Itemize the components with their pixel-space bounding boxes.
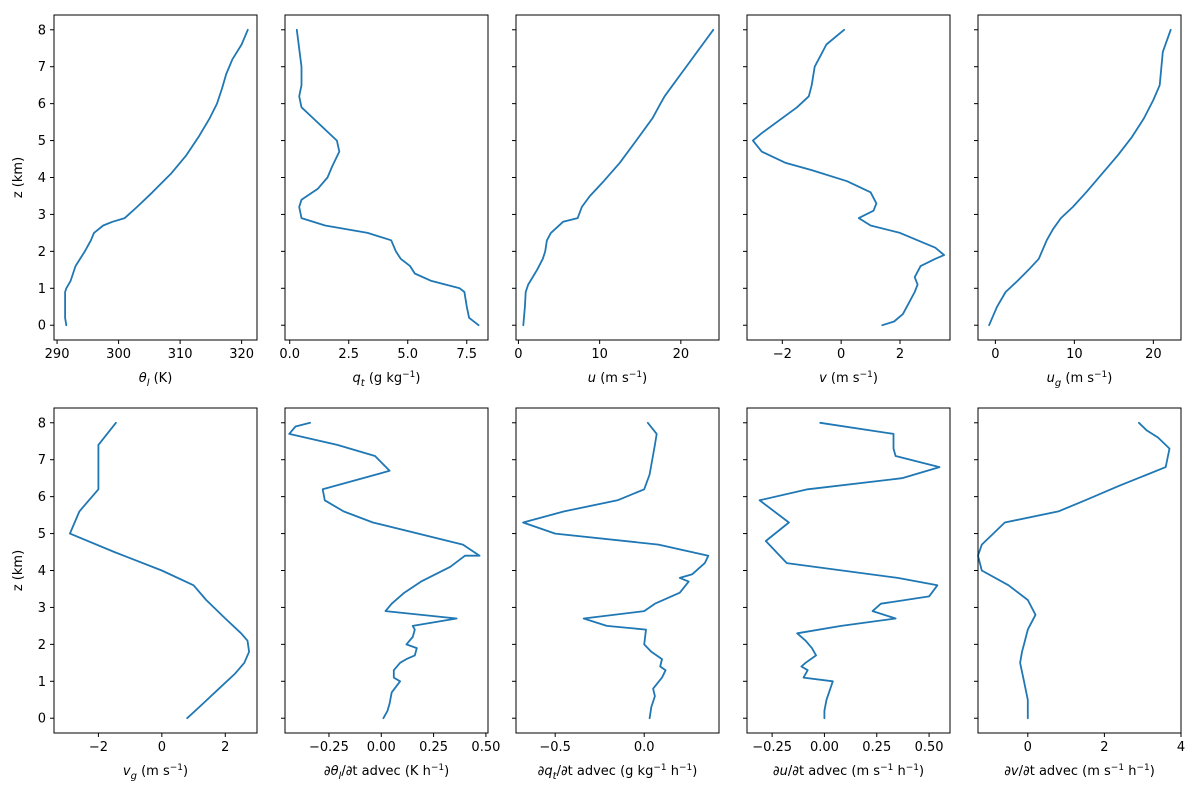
- x-tick-label: 0.0: [279, 347, 300, 362]
- x-tick-label: 0.50: [471, 740, 500, 755]
- x-axis-label: ∂v/∂t advec (m s−1 h−1): [1004, 763, 1155, 779]
- series-line: [69, 421, 251, 720]
- x-axis-label: u (m s−1): [588, 370, 647, 386]
- subplot-2: 0.0 2.5 5.0 7.5 qt (g kg−1): [279, 14, 489, 389]
- x-tick-label: −0.5: [539, 740, 571, 755]
- y-tick-label: 3: [38, 601, 46, 616]
- y-tick-label: 2: [38, 245, 46, 260]
- x-tick-label: 290: [45, 347, 70, 362]
- subplot-5: 0 10 20 ug (m s−1): [974, 14, 1182, 389]
- x-axis-label: v (m s−1): [819, 370, 878, 386]
- series-line: [758, 421, 941, 720]
- series-line: [295, 28, 480, 327]
- x-tick-label: 0.0: [634, 740, 655, 755]
- x-axis-label: qt (g kg−1): [353, 370, 421, 389]
- x-tick-label: −0.25: [309, 740, 349, 755]
- series-line: [977, 421, 1171, 720]
- y-tick-label: 0: [38, 712, 46, 727]
- x-tick-label: 0.50: [915, 740, 944, 755]
- x-tick-label: 2: [1100, 740, 1108, 755]
- series-line: [64, 28, 249, 327]
- y-axis-label: z (km): [11, 157, 26, 198]
- y-tick-label: 6: [38, 490, 46, 505]
- subplot-3: 0 10 20 u (m s−1): [512, 14, 720, 386]
- x-tick-label: 0.00: [810, 740, 839, 755]
- axes-frame: [977, 14, 1182, 341]
- x-tick-label: 310: [168, 347, 193, 362]
- axes-frame: [284, 407, 489, 734]
- x-tick-label: 5.0: [397, 347, 418, 362]
- y-tick-label: 5: [38, 527, 46, 542]
- subplot-9: −0.25 0.00 0.25 0.50 ∂u/∂t advec (m s−1 h−1): [743, 407, 951, 779]
- x-tick-label: 7.5: [456, 347, 477, 362]
- x-tick-label: −2: [89, 740, 108, 755]
- axes-frame: [284, 14, 489, 341]
- y-tick-label: 6: [38, 97, 46, 112]
- x-tick-label: 0: [514, 347, 522, 362]
- x-tick-label: −2: [773, 347, 792, 362]
- y-tick-label: 3: [38, 208, 46, 223]
- x-tick-label: 0.25: [862, 740, 891, 755]
- x-tick-label: 320: [229, 347, 254, 362]
- x-axis-label: ∂u/∂t advec (m s−1 h−1): [773, 763, 924, 779]
- series-line: [988, 28, 1172, 327]
- y-tick-label: 1: [38, 282, 46, 297]
- x-tick-label: 4: [1177, 740, 1185, 755]
- x-axis-label: vg (m s−1): [123, 763, 188, 782]
- subplot-4: −2 0 2 v (m s−1): [743, 14, 951, 386]
- series-line: [288, 421, 481, 720]
- x-tick-label: 10: [1066, 347, 1083, 362]
- y-tick-label: 8: [38, 23, 46, 38]
- y-tick-label: 8: [38, 416, 46, 431]
- x-tick-label: 2.5: [338, 347, 359, 362]
- x-tick-label: 0: [158, 740, 166, 755]
- axes-frame: [53, 14, 258, 341]
- x-tick-label: 20: [673, 347, 690, 362]
- x-tick-label: 300: [106, 347, 131, 362]
- subplot-8: −0.5 0.0 ∂qt/∂t advec (g kg−1 h−1): [512, 407, 720, 782]
- y-tick-label: 4: [38, 171, 46, 186]
- y-tick-label: 5: [38, 134, 46, 149]
- x-tick-label: 0.00: [367, 740, 396, 755]
- x-tick-label: 20: [1145, 347, 1162, 362]
- y-tick-label: 0: [38, 319, 46, 334]
- axes-frame: [746, 14, 951, 341]
- y-tick-label: 1: [38, 675, 46, 690]
- x-tick-label: −0.25: [752, 740, 792, 755]
- subplot-6: −2 0 2 0 1 2 3 4 5 6 7 8 vg (m s−1) z (km): [11, 407, 258, 782]
- y-tick-label: 7: [38, 60, 46, 75]
- x-tick-label: 0: [991, 347, 999, 362]
- y-tick-label: 7: [38, 453, 46, 468]
- x-axis-label: θl (K): [139, 371, 173, 389]
- x-tick-label: 0: [837, 347, 845, 362]
- x-axis-label: ∂θl/∂t advec (K h−1): [324, 763, 449, 782]
- axes-frame: [515, 407, 720, 734]
- axes-frame: [977, 407, 1182, 734]
- axes-frame: [53, 407, 258, 734]
- x-axis-label: ∂qt/∂t advec (g kg−1 h−1): [538, 763, 698, 782]
- y-axis-label: z (km): [11, 550, 26, 591]
- x-tick-label: 2: [221, 740, 229, 755]
- x-tick-label: 10: [591, 347, 608, 362]
- subplot-1: 290 300 310 320 0 1 2 3 4 5 6 7 8 θl (K) z (km): [11, 14, 258, 389]
- x-tick-label: 0.25: [419, 740, 448, 755]
- y-tick-label: 4: [38, 564, 46, 579]
- x-tick-label: 0: [1024, 740, 1032, 755]
- series-line: [752, 28, 945, 327]
- x-tick-label: 2: [896, 347, 904, 362]
- y-tick-label: 2: [38, 638, 46, 653]
- series-line: [522, 421, 710, 720]
- subplot-10: 0 2 4 ∂v/∂t advec (m s−1 h−1): [974, 407, 1185, 779]
- series-line: [522, 28, 715, 327]
- subplot-7: −0.25 0.00 0.25 0.50 ∂θl/∂t advec (K h−1): [281, 407, 500, 782]
- x-axis-label: ug (m s−1): [1047, 370, 1113, 389]
